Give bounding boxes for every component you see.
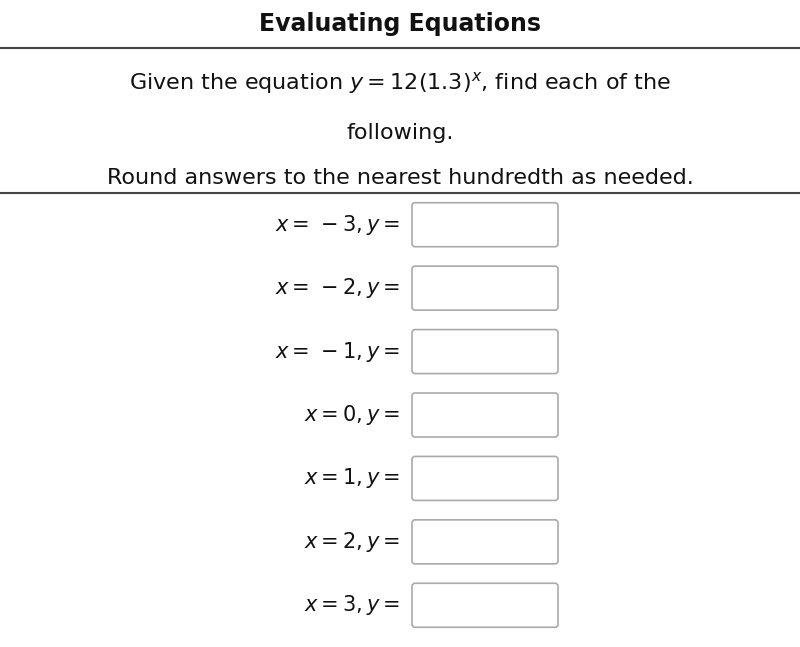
FancyBboxPatch shape: [412, 266, 558, 310]
Text: Evaluating Equations: Evaluating Equations: [259, 12, 541, 36]
Text: $x = 1, y = $: $x = 1, y = $: [304, 466, 400, 490]
FancyBboxPatch shape: [412, 456, 558, 500]
FancyBboxPatch shape: [412, 329, 558, 373]
Text: $x = \,-1, y = $: $x = \,-1, y = $: [274, 340, 400, 364]
Text: $x = 2, y = $: $x = 2, y = $: [304, 530, 400, 554]
Text: $x = \,-2, y = $: $x = \,-2, y = $: [274, 276, 400, 300]
FancyBboxPatch shape: [412, 584, 558, 628]
Text: $x = \,-3, y = $: $x = \,-3, y = $: [274, 213, 400, 237]
FancyBboxPatch shape: [412, 520, 558, 564]
Text: Given the equation $y = 12(1.3)^{x}$, find each of the: Given the equation $y = 12(1.3)^{x}$, fi…: [129, 70, 671, 96]
FancyBboxPatch shape: [412, 393, 558, 437]
Text: following.: following.: [346, 123, 454, 143]
Text: $x = 0, y = $: $x = 0, y = $: [304, 403, 400, 427]
FancyBboxPatch shape: [412, 203, 558, 247]
Text: Round answers to the nearest hundredth as needed.: Round answers to the nearest hundredth a…: [106, 168, 694, 188]
Text: $x = 3, y = $: $x = 3, y = $: [304, 593, 400, 617]
